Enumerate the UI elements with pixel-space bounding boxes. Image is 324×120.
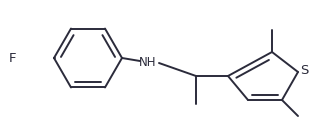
Text: F: F [8, 51, 16, 65]
Text: NH: NH [139, 55, 157, 69]
Text: S: S [300, 63, 308, 77]
